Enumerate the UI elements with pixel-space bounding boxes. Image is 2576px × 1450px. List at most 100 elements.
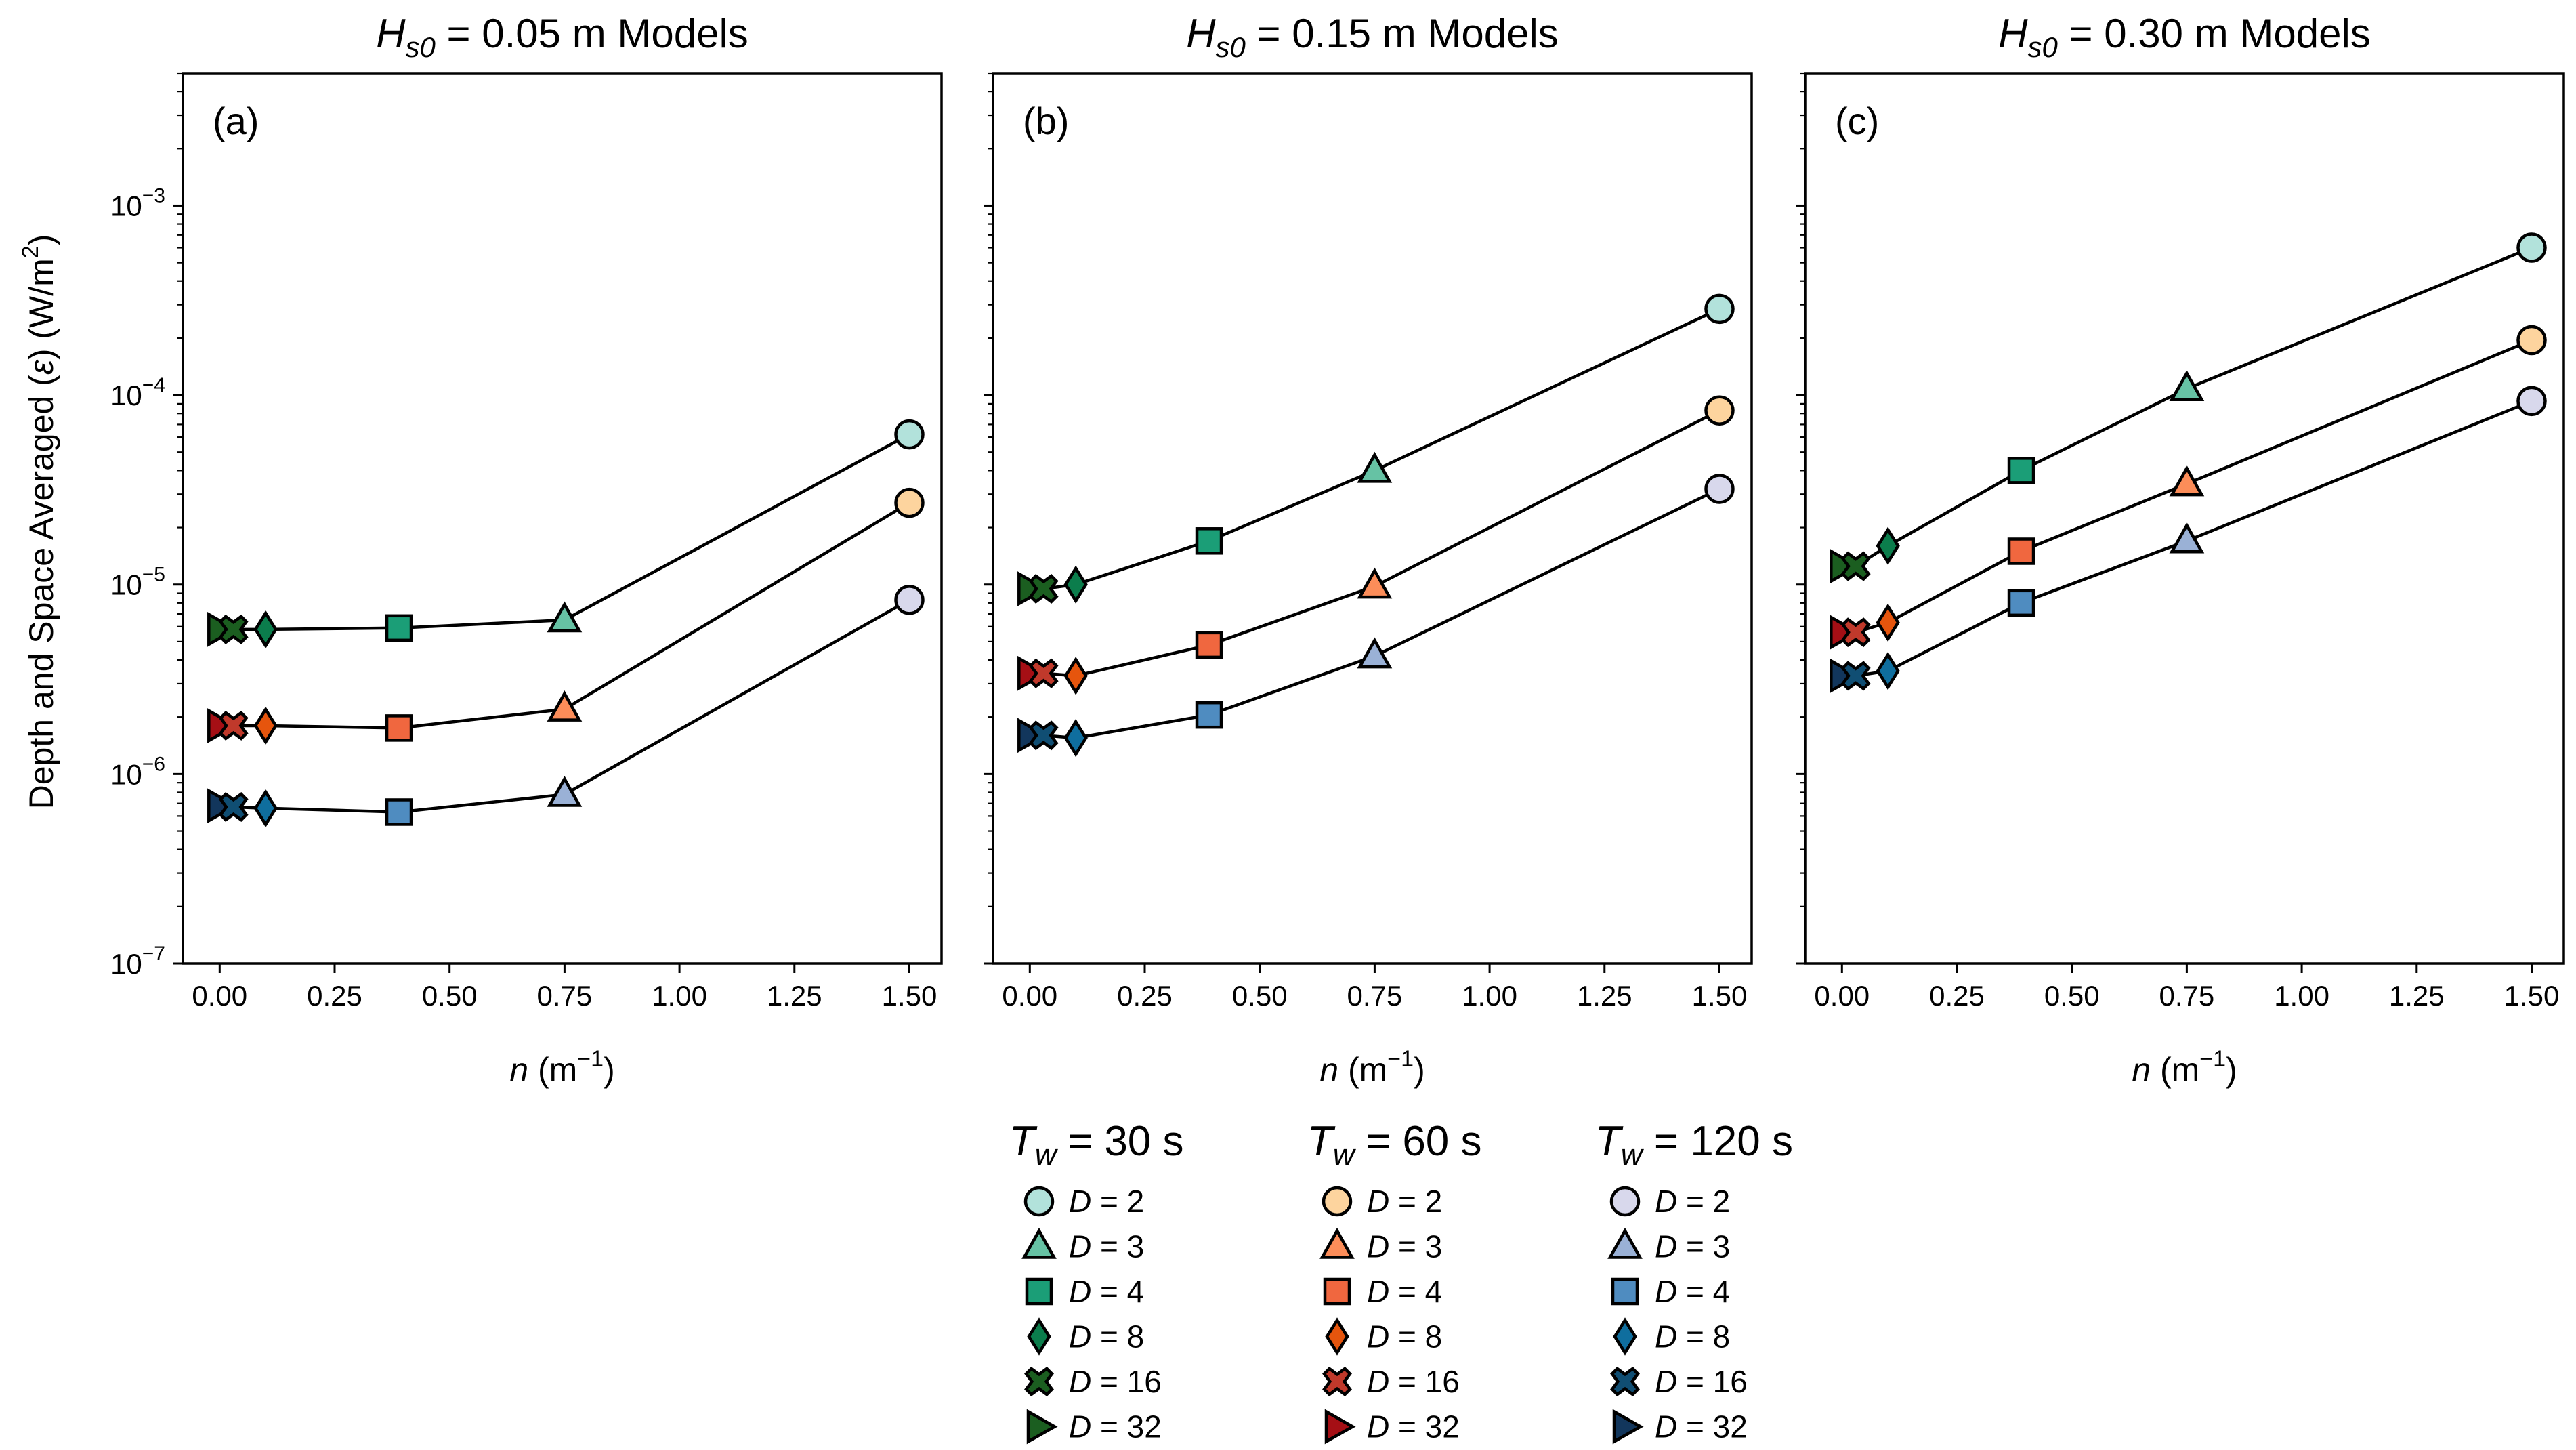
legend-entry-label: D = 8 — [1367, 1319, 1442, 1354]
x-tick-label: 0.00 — [1814, 980, 1870, 1012]
marker-x — [1840, 661, 1871, 691]
marker-square — [1195, 701, 1223, 729]
series-1 — [1017, 395, 1735, 695]
legend-marker-triangle — [1021, 1227, 1057, 1259]
marker-x — [1840, 551, 1871, 581]
legend: Tw = 30 s D = 2 D = 3 D = 4 D = 8 D = 16 D = 3… — [1009, 1118, 1793, 1445]
marker-triangle — [547, 775, 583, 807]
marker-diamond — [1876, 603, 1900, 642]
legend-entry-label: D = 8 — [1655, 1319, 1730, 1354]
marker-diamond — [1876, 651, 1900, 690]
legend-marker-circle — [1609, 1186, 1641, 1217]
legend-group-0: Tw = 30 s D = 2 D = 3 D = 4 D = 8 D = 16 D = 3… — [1009, 1118, 1184, 1445]
x-tick-label: 0.25 — [307, 980, 362, 1012]
legend-marker-circle — [1322, 1186, 1353, 1217]
y-tick-label: 10−4 — [110, 374, 165, 411]
legend-entry-label: D = 2 — [1655, 1184, 1730, 1219]
legend-title: Tw = 60 s — [1307, 1118, 1482, 1172]
legend-marker-x — [1024, 1367, 1054, 1396]
marker-triangle — [547, 601, 583, 633]
legend-group-1: Tw = 60 s D = 2 D = 3 D = 4 D = 8 D = 16 D = 3… — [1307, 1118, 1482, 1445]
legend-entry-label: D = 32 — [1655, 1409, 1748, 1445]
marker-square — [1195, 631, 1223, 659]
legend-title: Tw = 30 s — [1009, 1118, 1184, 1172]
legend-marker-triangle — [1319, 1227, 1355, 1259]
panel-c: Hs0 = 0.30 m Models (c) 0.00 0.25 0.50 0.75 1.… — [1796, 11, 2565, 1089]
marker-circle — [894, 419, 925, 450]
x-tick-label: 0.00 — [1002, 980, 1057, 1012]
series-1 — [1830, 325, 2547, 650]
legend-entry-label: D = 4 — [1069, 1274, 1144, 1309]
legend-entry-label: D = 16 — [1655, 1364, 1748, 1399]
marker-square — [385, 614, 413, 642]
legend-entry-label: D = 32 — [1069, 1409, 1162, 1445]
panel-b: Hs0 = 0.15 m Models (b) 0.00 0.25 0.50 0.75 1.… — [984, 11, 1753, 1089]
y-tick-label: 10−7 — [110, 942, 165, 980]
series-line — [219, 433, 910, 631]
x-tick-label: 0.50 — [2044, 980, 2100, 1012]
y-tick-label: 10−3 — [110, 184, 165, 222]
marker-triangle — [2169, 370, 2205, 401]
legend-marker-triangle — [1607, 1227, 1643, 1259]
marker-diamond — [253, 610, 278, 649]
series-2 — [1830, 386, 2547, 694]
legend-entry-label: D = 16 — [1367, 1364, 1460, 1399]
marker-circle — [2516, 232, 2547, 263]
marker-diamond — [1876, 526, 1900, 565]
y-tick-label: 10−6 — [110, 753, 165, 790]
x-tick-label: 0.75 — [2159, 980, 2215, 1012]
marker-x — [1028, 720, 1059, 751]
legend-entry-label: D = 3 — [1367, 1229, 1442, 1264]
series-0 — [1830, 232, 2547, 584]
x-axis-label: n (m−1) — [1319, 1046, 1424, 1089]
series-2 — [1017, 474, 1735, 758]
panel-title: Hs0 = 0.15 m Models — [1186, 11, 1559, 63]
x-tick-label: 1.25 — [1577, 980, 1632, 1012]
x-tick-label: 1.50 — [2504, 980, 2560, 1012]
legend-marker-right-triangle — [1612, 1409, 1644, 1445]
x-tick-label: 1.25 — [2389, 980, 2445, 1012]
series-line — [1030, 487, 1720, 740]
legend-entry-label: D = 2 — [1367, 1184, 1442, 1219]
legend-marker-diamond — [1027, 1317, 1051, 1356]
marker-circle — [2516, 386, 2547, 417]
marker-x — [1840, 617, 1871, 648]
x-tick-label: 0.50 — [422, 980, 478, 1012]
x-tick-label: 0.25 — [1929, 980, 1985, 1012]
marker-circle — [894, 585, 925, 615]
marker-triangle — [2169, 465, 2205, 497]
marker-x — [1028, 658, 1059, 688]
series-line — [1030, 409, 1720, 678]
marker-square — [385, 798, 413, 826]
panel-a: Hs0 = 0.05 m Models (a) 0.00 0.25 0.50 0.75 1.… — [110, 11, 943, 1089]
marker-x — [218, 711, 249, 741]
legend-entry-label: D = 4 — [1367, 1274, 1442, 1309]
x-tick-label: 0.75 — [1347, 980, 1403, 1012]
marker-square — [1195, 527, 1223, 555]
marker-diamond — [253, 789, 278, 828]
x-tick-label: 1.00 — [652, 980, 707, 1012]
panel-title: Hs0 = 0.30 m Models — [1998, 11, 2371, 63]
marker-diamond — [253, 706, 278, 745]
x-tick-label: 1.25 — [767, 980, 822, 1012]
marker-triangle — [1357, 451, 1393, 483]
legend-marker-circle — [1023, 1186, 1055, 1217]
x-axis-label: n (m−1) — [509, 1046, 614, 1089]
y-tick-label: 10−5 — [110, 564, 165, 601]
marker-triangle — [2169, 522, 2205, 554]
legend-marker-diamond — [1613, 1317, 1637, 1356]
marker-square — [2007, 457, 2035, 484]
x-axis-label: n (m−1) — [2132, 1046, 2237, 1089]
panel-label: (c) — [1835, 100, 1879, 142]
x-tick-label: 0.25 — [1117, 980, 1173, 1012]
legend-title: Tw = 120 s — [1595, 1118, 1793, 1172]
panel-label: (b) — [1023, 100, 1069, 142]
x-tick-label: 0.50 — [1232, 980, 1288, 1012]
marker-square — [2007, 537, 2035, 565]
series-2 — [207, 585, 925, 828]
series-line — [1842, 246, 2533, 568]
legend-marker-right-triangle — [1324, 1409, 1356, 1445]
plot-frame — [992, 72, 1753, 965]
marker-diamond — [1063, 565, 1088, 604]
